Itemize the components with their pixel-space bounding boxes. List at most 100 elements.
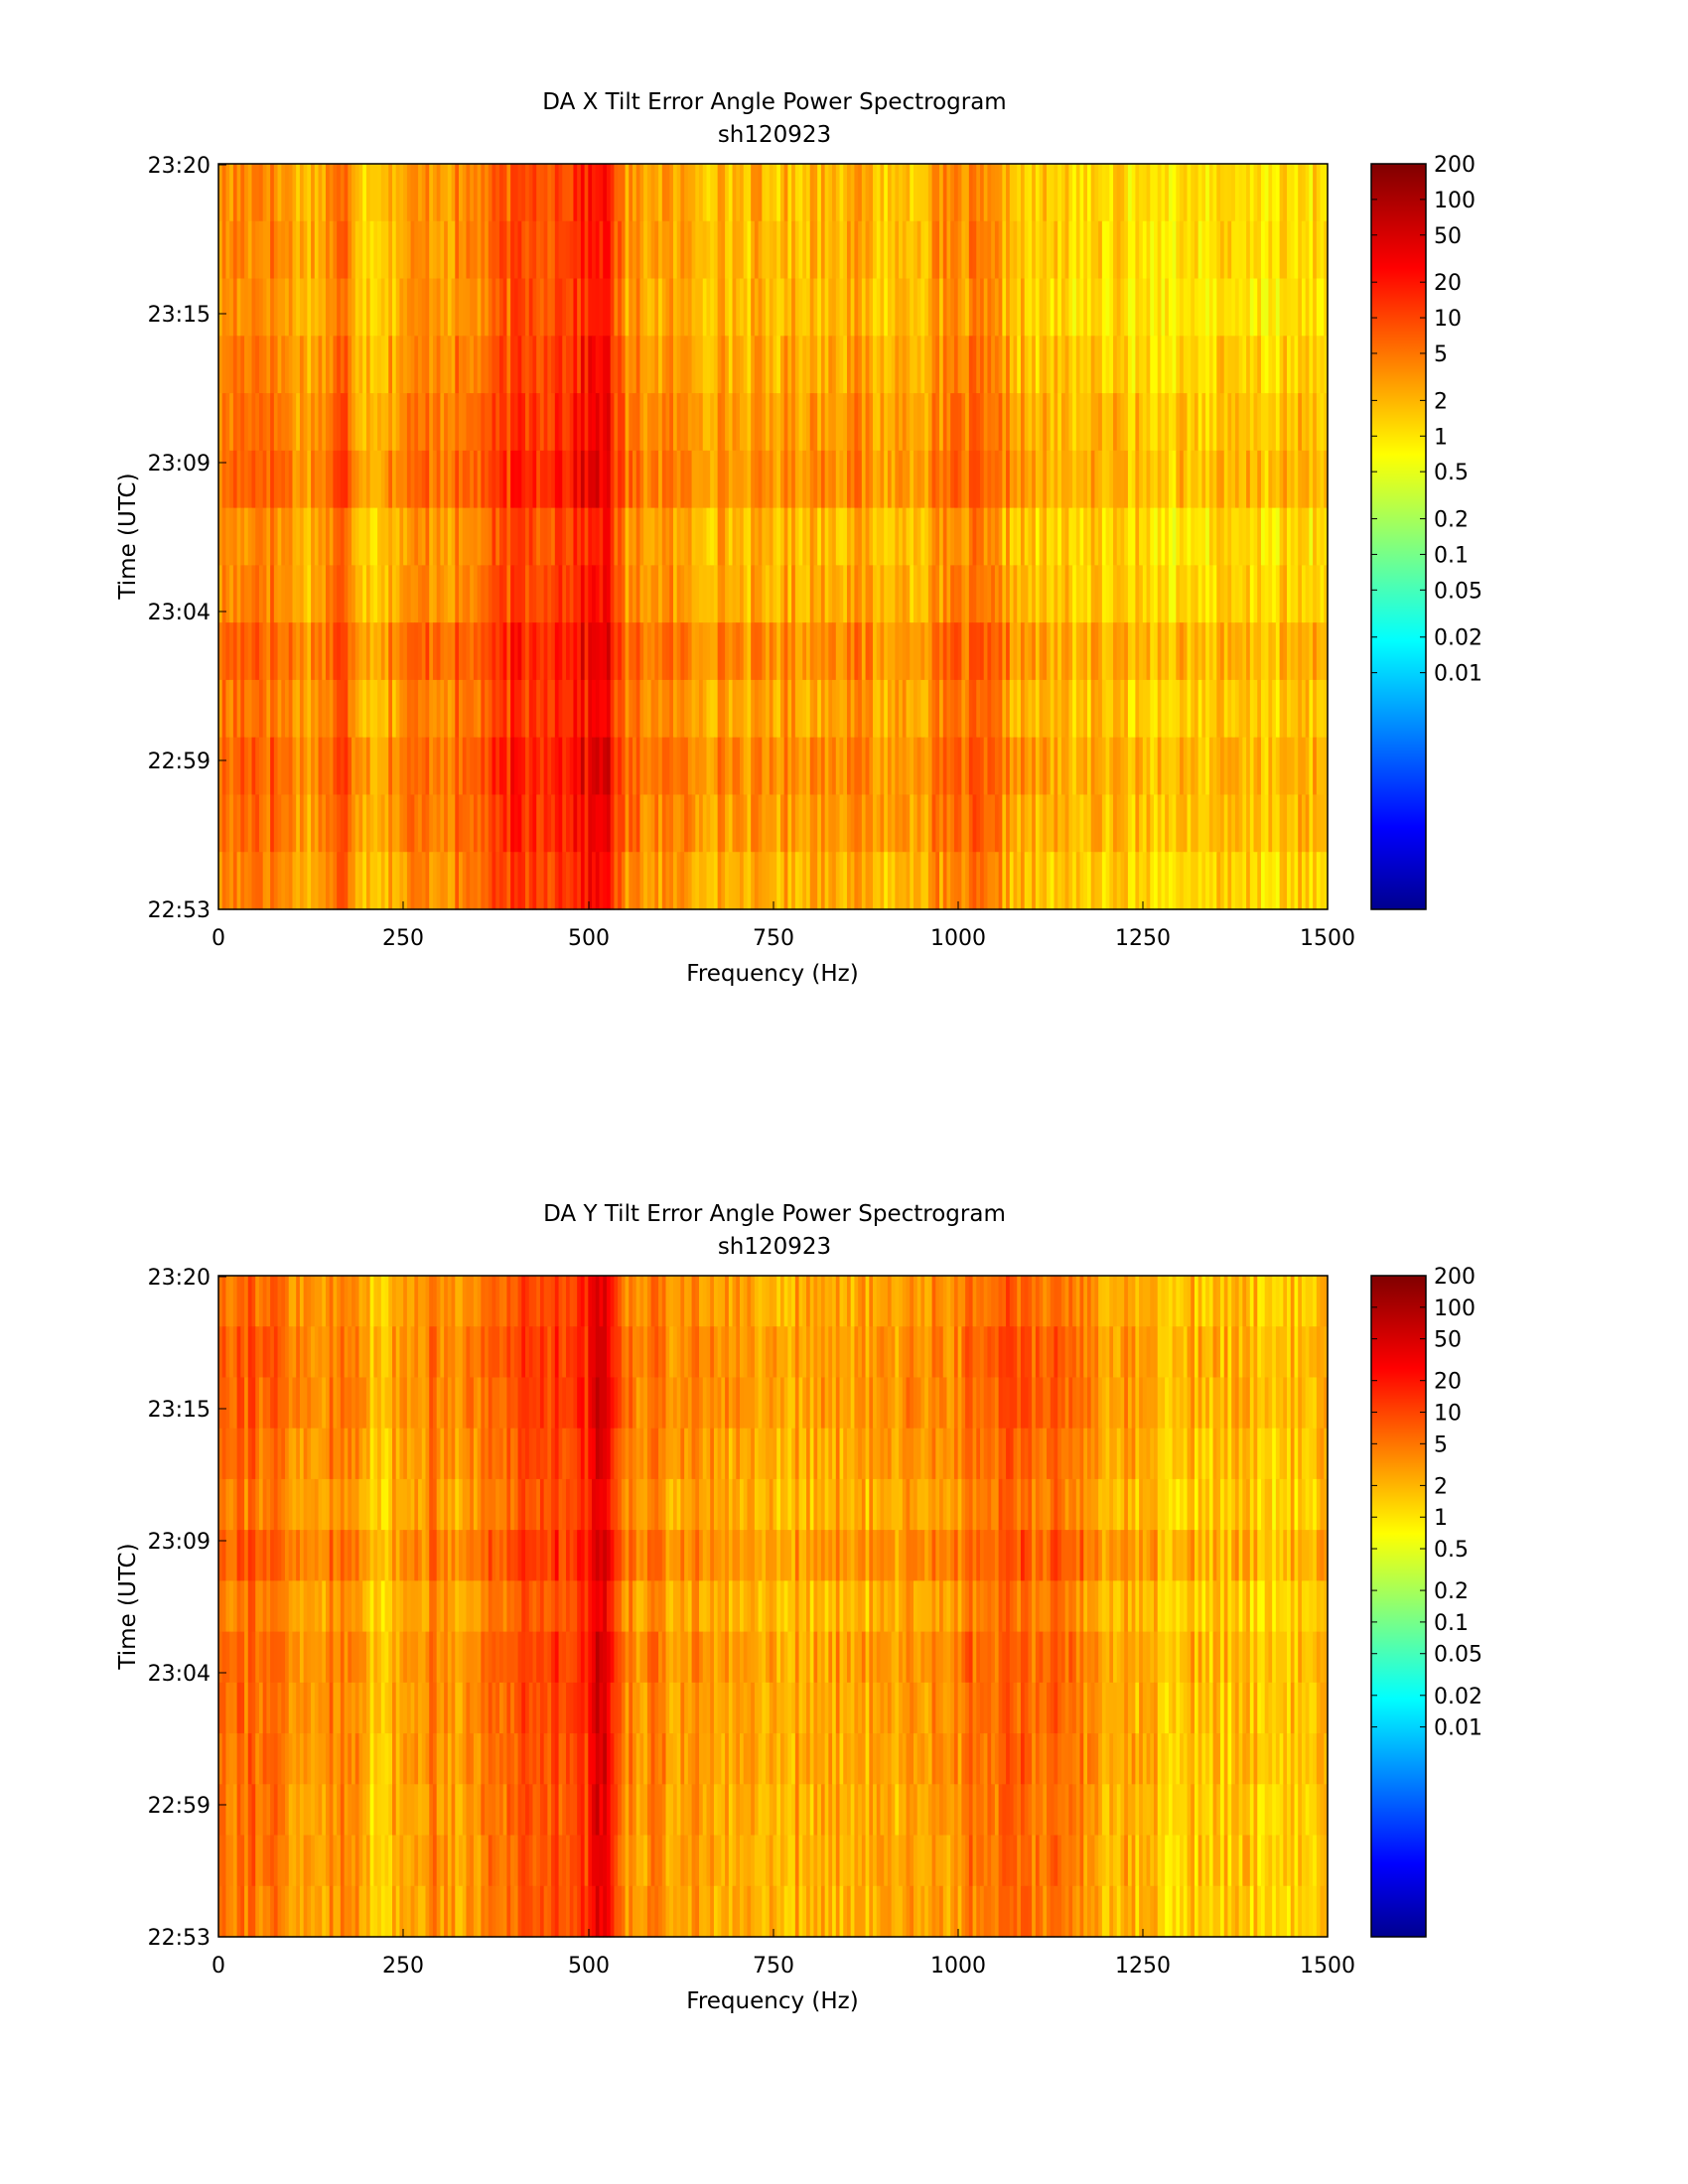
heatmap-cell xyxy=(528,220,534,280)
heatmap-cell xyxy=(1101,737,1107,796)
heatmap-cell xyxy=(314,794,320,853)
heatmap-cell xyxy=(1139,450,1144,509)
heatmap-cell xyxy=(1101,622,1107,681)
heatmap-cell xyxy=(983,507,989,566)
heatmap-cell xyxy=(957,679,962,739)
heatmap-cell xyxy=(1183,164,1189,222)
heatmap-cell xyxy=(1154,565,1159,623)
heatmap-cell xyxy=(899,336,904,394)
heatmap-cell xyxy=(621,220,627,280)
heatmap-cell xyxy=(1191,336,1196,394)
heatmap-cell xyxy=(1238,622,1243,681)
heatmap-cell xyxy=(817,336,822,394)
heatmap-cell xyxy=(399,737,404,796)
heatmap-cell xyxy=(569,737,575,796)
heatmap-cell xyxy=(425,1377,430,1430)
heatmap-cell xyxy=(1142,393,1148,452)
heatmap-cell xyxy=(1068,852,1073,910)
heatmap-cell xyxy=(754,622,760,681)
heatmap-cell xyxy=(913,622,918,681)
heatmap-cell xyxy=(935,794,940,853)
heatmap-cell xyxy=(643,450,648,509)
heatmap-cell xyxy=(1253,622,1258,681)
heatmap-cell xyxy=(539,220,545,280)
heatmap-cell xyxy=(1135,164,1140,222)
heatmap-cell xyxy=(961,679,966,739)
heatmap-cell xyxy=(920,679,925,739)
heatmap-cell xyxy=(754,1326,760,1379)
heatmap-cell xyxy=(1294,278,1299,337)
heatmap-cell xyxy=(498,164,504,222)
heatmap-cell xyxy=(551,1326,556,1379)
heatmap-cell xyxy=(935,737,940,796)
heatmap-cell xyxy=(1002,622,1007,681)
heatmap-cell xyxy=(492,507,496,566)
heatmap-cell xyxy=(1320,794,1325,853)
heatmap-cell xyxy=(232,565,238,623)
heatmap-cell xyxy=(706,393,711,452)
heatmap-cell xyxy=(352,1377,356,1430)
heatmap-cell xyxy=(1113,622,1118,681)
heatmap-cell xyxy=(521,679,526,739)
heatmap-cell xyxy=(1006,852,1011,910)
heatmap-cell xyxy=(1223,622,1229,681)
heatmap-cell xyxy=(1064,622,1069,681)
heatmap-cell xyxy=(1064,679,1069,739)
heatmap-cell xyxy=(1242,794,1247,853)
heatmap-cell xyxy=(377,450,382,509)
heatmap-cell xyxy=(325,565,331,623)
heatmap-cell xyxy=(1131,852,1136,910)
heatmap-cell xyxy=(1154,1276,1159,1327)
heatmap-cell xyxy=(554,1428,560,1480)
heatmap-cell xyxy=(311,1428,316,1480)
heatmap-cell xyxy=(1105,220,1110,280)
heatmap-cell xyxy=(1324,622,1329,681)
heatmap-cell xyxy=(935,336,940,394)
heatmap-cell xyxy=(236,164,241,222)
heatmap-cell xyxy=(506,1428,511,1480)
heatmap-cell xyxy=(1024,164,1030,222)
heatmap-cell xyxy=(577,278,582,337)
heatmap-cell xyxy=(902,164,908,222)
heatmap-cell xyxy=(513,679,519,739)
heatmap-cell xyxy=(1208,164,1214,222)
chart-subtitle: sh120923 xyxy=(718,1234,831,1260)
heatmap-cell xyxy=(1290,852,1296,910)
heatmap-cell xyxy=(1172,278,1177,337)
heatmap-cell xyxy=(798,1377,803,1430)
heatmap-cell xyxy=(1257,794,1262,853)
heatmap-cell xyxy=(258,679,264,739)
heatmap-cell xyxy=(488,737,493,796)
heatmap-cell xyxy=(902,565,908,623)
heatmap-cell xyxy=(633,565,637,623)
heatmap-cell xyxy=(577,507,582,566)
heatmap-cell xyxy=(1287,164,1292,222)
heatmap-cell xyxy=(1313,1326,1318,1379)
heatmap-cell xyxy=(303,679,308,739)
heatmap-cell xyxy=(1157,278,1163,337)
heatmap-cell xyxy=(1075,220,1081,280)
heatmap-cell xyxy=(410,393,415,452)
heatmap-cell xyxy=(1238,565,1243,623)
heatmap-cell xyxy=(565,450,571,509)
heatmap-cell xyxy=(1238,278,1243,337)
heatmap-cell xyxy=(384,679,389,739)
heatmap-cell xyxy=(481,164,486,222)
heatmap-cell xyxy=(618,1326,623,1379)
heatmap-cell xyxy=(1172,507,1177,566)
heatmap-cell xyxy=(399,565,404,623)
heatmap-cell xyxy=(1142,1377,1148,1430)
heatmap-cell xyxy=(592,679,597,739)
heatmap-cell xyxy=(794,1276,800,1327)
heatmap-cell xyxy=(232,1276,238,1327)
heatmap-cell xyxy=(987,565,992,623)
heatmap-cell xyxy=(699,164,704,222)
heatmap-cell xyxy=(225,1326,230,1379)
heatmap-cell xyxy=(502,507,508,566)
heatmap-cell xyxy=(270,1428,275,1480)
chart-title: DA X Tilt Error Angle Power Spectrogram xyxy=(542,89,1006,115)
heatmap-cell xyxy=(906,220,911,280)
heatmap-cell xyxy=(384,737,389,796)
heatmap-cell xyxy=(488,278,493,337)
heatmap-cell xyxy=(470,679,475,739)
